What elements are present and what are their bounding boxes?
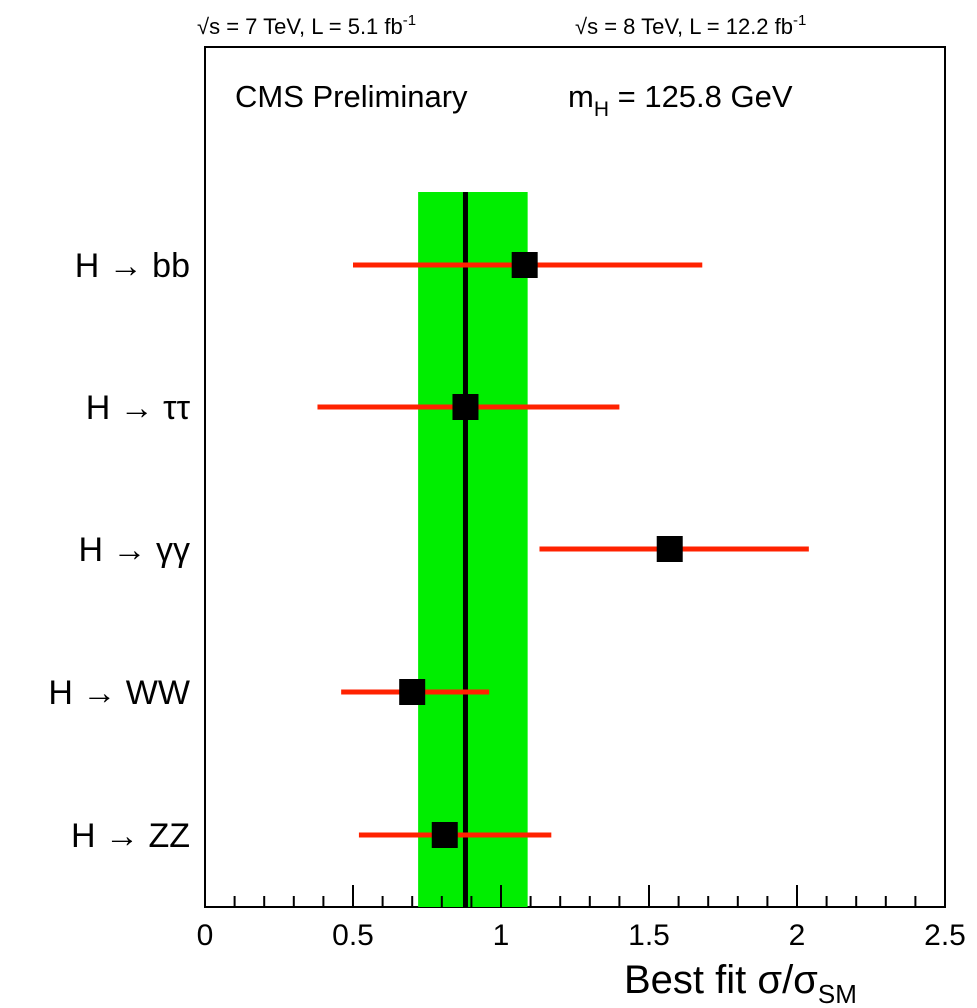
channel-label: H → ZZ [71, 817, 190, 855]
channel-label: H → γγ [79, 531, 190, 569]
best-fit-marker [511, 252, 538, 278]
best-fit-marker [452, 394, 479, 420]
x-tick-label: 0.5 [332, 919, 374, 952]
experiment-label: CMS Preliminary [235, 79, 468, 114]
channel-label: H → WW [48, 674, 190, 712]
mass-label: mH = 125.8 GeV [568, 79, 793, 121]
best-fit-marker [656, 536, 683, 562]
plot-frame [204, 46, 946, 908]
combined-uncertainty-band [418, 192, 528, 907]
x-tick-label: 0 [197, 919, 214, 952]
best-fit-marker [399, 679, 426, 705]
channel-label: H → bb [75, 247, 190, 285]
best-fit-marker [431, 822, 458, 848]
x-tick-label: 2 [789, 919, 806, 952]
x-tick-label: 2.5 [924, 919, 966, 952]
header-7tev: √s = 7 TeV, L = 5.1 fb-1 [197, 12, 416, 39]
x-tick-label: 1.5 [628, 919, 670, 952]
channel-label: H → ττ [86, 389, 191, 427]
x-axis-title: Best fit σ/σSM [624, 958, 857, 1008]
x-tick-label: 1 [493, 919, 510, 952]
header-8tev: √s = 8 TeV, L = 12.2 fb-1 [575, 12, 806, 39]
